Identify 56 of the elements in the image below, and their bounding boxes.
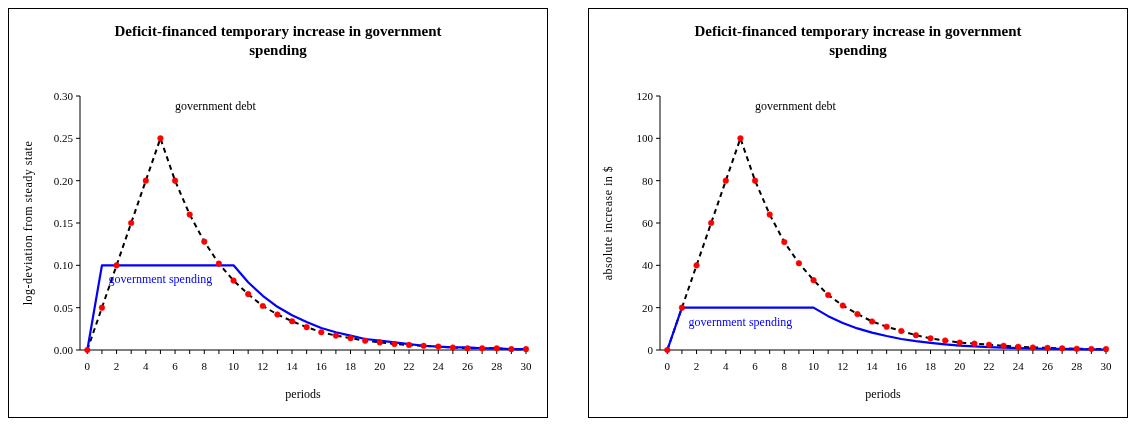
y-tick-label: 80 [642,174,654,187]
y-tick-label: 40 [642,259,654,272]
x-tick-label: 4 [723,360,730,372]
x-tick-label: 14 [866,360,879,372]
x-axis-title: periods [285,387,321,401]
y-axis-title: absolute increase in $ [601,165,615,281]
y-tick-label: 0.20 [53,174,74,187]
x-tick-label: 30 [520,360,532,372]
y-tick-label: 120 [636,89,654,102]
x-tick-label: 6 [172,360,179,372]
chart-title: Deficit-financed temporary increase in government spending [694,23,1022,58]
y-tick-label: 0.15 [53,216,74,229]
x-tick-label: 12 [257,360,269,372]
y-tick-label: 0.25 [53,132,74,145]
series-label: government spending [688,314,793,329]
x-tick-label: 6 [752,360,759,372]
x-tick-label: 26 [1042,360,1054,372]
x-tick-label: 8 [201,360,208,372]
x-tick-label: 22 [983,360,995,372]
y-tick-label: 0.30 [53,89,74,102]
x-tick-label: 18 [345,360,357,372]
x-axis-title: periods [865,387,901,401]
chart-title: Deficit-financed temporary increase in government spending [114,23,442,58]
x-tick-label: 18 [925,360,937,372]
y-tick-label: 0.05 [53,301,74,314]
x-tick-label: 24 [432,360,445,372]
x-tick-label: 28 [491,360,503,372]
x-tick-label: 28 [1071,360,1083,372]
y-tick-label: 20 [642,301,654,314]
x-tick-label: 30 [1100,360,1112,372]
x-tick-label: 26 [462,360,474,372]
x-tick-label: 20 [954,360,966,372]
series-label: government spending [108,272,213,287]
x-tick-label: 22 [403,360,415,372]
x-tick-label: 2 [693,360,700,372]
y-tick-label: 100 [636,132,654,145]
y-tick-label: 0.10 [53,259,74,272]
x-tick-label: 24 [1012,360,1025,372]
x-tick-label: 16 [895,360,908,372]
y-axis-title: log-deviation from steady state [21,140,35,306]
y-tick-label: 0 [647,343,654,356]
x-tick-label: 2 [113,360,120,372]
x-tick-label: 12 [837,360,849,372]
text: government debt [754,99,837,114]
x-tick-label: 16 [315,360,328,372]
x-tick-label: 0 [84,360,91,372]
x-tick-label: 10 [808,360,820,372]
text: government debt [174,99,257,114]
x-tick-label: 14 [286,360,299,372]
x-tick-label: 20 [374,360,386,372]
y-tick-label: 60 [642,216,654,229]
x-tick-label: 10 [228,360,240,372]
x-tick-label: 8 [781,360,788,372]
y-tick-label: 0.00 [53,343,74,356]
x-tick-label: 0 [664,360,671,372]
x-tick-label: 4 [143,360,150,372]
